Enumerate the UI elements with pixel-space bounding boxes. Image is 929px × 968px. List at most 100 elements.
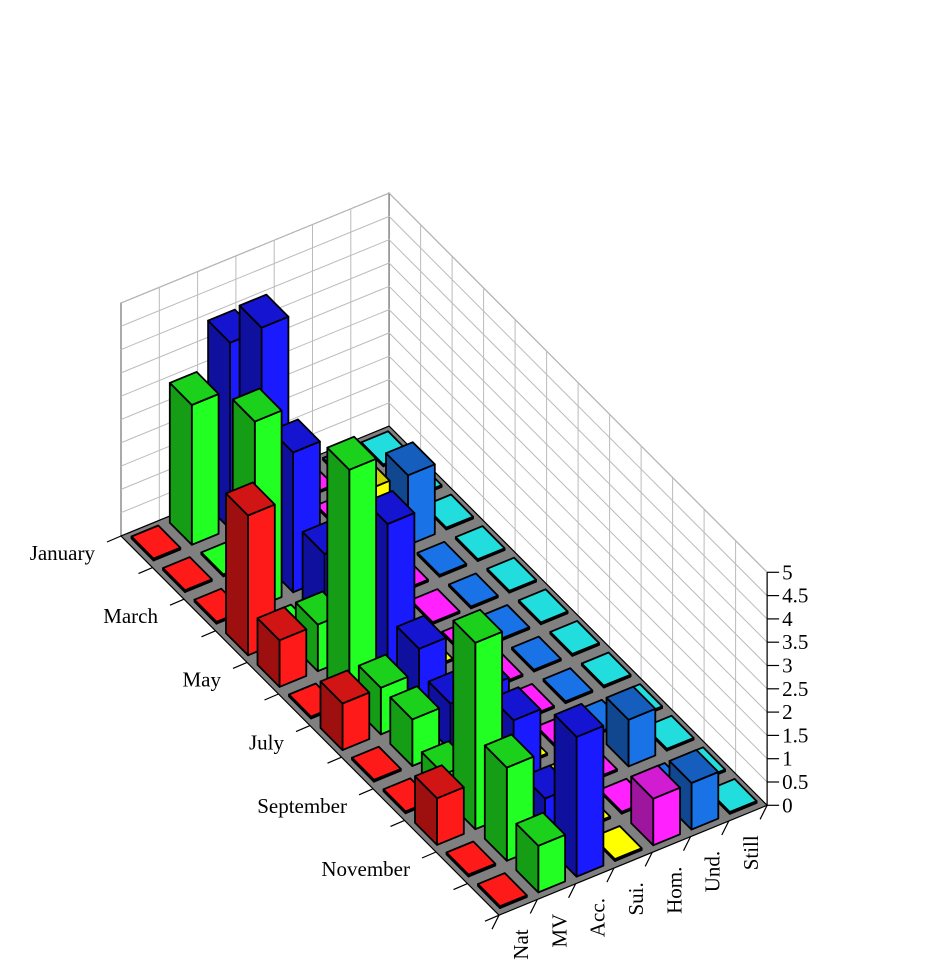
bar-face-side: [168, 381, 193, 546]
bar-face-top: [483, 733, 535, 769]
month-tick: [264, 693, 279, 701]
bar-face-top: [364, 489, 416, 525]
month-tick: [327, 756, 342, 764]
category-label: MV: [547, 914, 571, 948]
chart-bars: [130, 293, 758, 909]
category-label: Hom.: [662, 867, 686, 914]
bar-nat-february: [162, 556, 213, 593]
bar-und-may: [448, 572, 499, 610]
bar-nat-november: [445, 840, 497, 878]
month-tick: [169, 598, 185, 606]
z-tick-label: 4.5: [782, 584, 808, 608]
month-tick: [201, 630, 216, 638]
month-label: January: [30, 541, 96, 565]
z-tick-label: 5: [782, 560, 793, 584]
category-label: Sui.: [624, 882, 648, 915]
bar-face-front: [190, 393, 220, 546]
bar-face-top: [416, 540, 468, 576]
chart-labels: 00.511.522.533.544.55 January March May July…: [30, 535, 808, 960]
bar-face-top: [605, 685, 657, 721]
bar-face-top: [445, 840, 497, 876]
bar-nat-october: [414, 764, 465, 846]
bar-still-april: [454, 525, 506, 562]
bar-face-top: [511, 635, 562, 671]
category-tick: [529, 899, 538, 914]
bar-face-top: [385, 441, 436, 477]
bar-face-top: [423, 493, 475, 529]
bar-still-august: [580, 651, 632, 689]
bar-face-top: [630, 764, 681, 800]
category-tick: [682, 836, 692, 851]
bar-face-top: [396, 614, 447, 650]
bar-still-june: [517, 588, 569, 626]
bar-face-top: [549, 620, 600, 655]
bar-acc-december: [553, 702, 605, 878]
bar-face-top: [477, 872, 528, 908]
bar-face-top: [326, 435, 378, 471]
month-tick: [453, 883, 468, 891]
bar-face-top: [319, 669, 371, 705]
bar-face-top: [490, 686, 542, 722]
month-label: November: [321, 857, 410, 881]
bar-face-top: [351, 745, 402, 781]
bar-mv-august: [389, 685, 441, 767]
z-tick-label: 1: [782, 747, 793, 771]
bar-still-may: [486, 556, 537, 594]
bar-face-top: [448, 572, 499, 608]
bar-face-top: [231, 387, 283, 423]
bar-face-top: [162, 556, 213, 592]
bar-face-top: [225, 481, 276, 517]
bar-und-july: [511, 635, 562, 673]
bar-face-top: [357, 653, 409, 689]
z-tick-label: 2: [782, 700, 793, 724]
bar-face-top: [517, 588, 569, 624]
bar-hom-may: [409, 588, 461, 625]
bar-face-top: [580, 651, 632, 687]
bar-mv-january: [168, 370, 220, 546]
bar-face-top: [256, 606, 308, 642]
month-tick: [390, 819, 405, 827]
month-tick: [358, 788, 374, 796]
month-label: September: [257, 794, 347, 818]
month-tick: [295, 725, 311, 733]
bar-face-top: [130, 524, 182, 560]
bar-nat-january: [130, 524, 182, 562]
bar-nat-july: [319, 669, 371, 751]
bar-face-top: [238, 293, 290, 329]
category-tick: [568, 883, 577, 899]
bar-nat-december: [477, 872, 528, 909]
bar-face-top: [553, 702, 605, 738]
bar-face-top: [452, 608, 504, 644]
category-tick: [644, 852, 653, 867]
bar-face-top: [592, 825, 643, 860]
bar-und-october: [605, 685, 657, 768]
month-tick: [421, 851, 437, 859]
month-tick: [484, 914, 500, 922]
bar-face-top: [486, 556, 537, 592]
bar-nat-may: [256, 606, 308, 688]
bar-face-top: [389, 685, 441, 721]
category-label: Und.: [701, 851, 725, 892]
month-label: March: [103, 604, 158, 628]
bar-und-august: [542, 667, 594, 705]
month-tick: [138, 567, 153, 575]
category-label: Nat: [509, 929, 533, 959]
z-tick-label: 3: [782, 654, 793, 678]
bar-face-top: [409, 588, 461, 624]
bar-hom-december: [630, 764, 681, 847]
bar-face-top: [168, 370, 220, 406]
bar-face-top: [270, 418, 321, 454]
bar-face-top: [706, 778, 758, 813]
z-tick-label: 0: [782, 793, 793, 817]
category-tick: [759, 805, 768, 820]
z-tick-label: 2.5: [782, 677, 808, 701]
bar-face-side: [225, 492, 249, 657]
bar-face-top: [668, 749, 720, 784]
bar-und-april: [416, 540, 468, 578]
bar-still-july: [549, 620, 600, 657]
month-tick: [106, 535, 122, 543]
bar-mv-december: [515, 811, 566, 894]
bar-nat-august: [351, 745, 402, 783]
category-tick: [721, 820, 730, 836]
